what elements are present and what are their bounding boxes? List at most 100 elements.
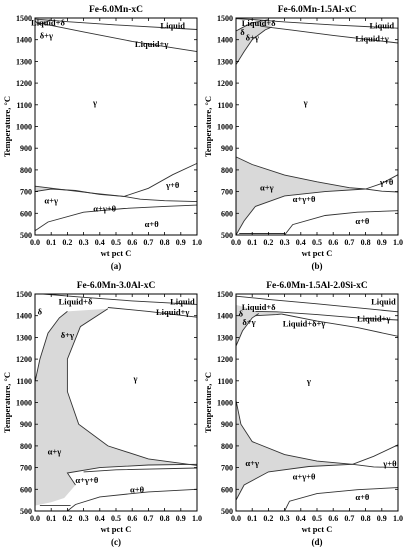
y-tick-label: 1200 xyxy=(217,79,233,88)
phase-boundary-delta-boundary xyxy=(235,26,272,65)
x-tick-label: 0.2 xyxy=(263,514,273,523)
y-tick-label: 1100 xyxy=(217,377,233,386)
phase-region-shade xyxy=(35,308,197,506)
phase-boundary-three-phase-upper xyxy=(255,310,399,321)
phase-boundary-A3 xyxy=(235,156,366,190)
x-tick-label: 0.8 xyxy=(160,238,170,247)
y-axis-label: Temperature, °C xyxy=(2,372,12,433)
x-tick-label: 0.8 xyxy=(361,514,371,523)
y-tick-label: 1400 xyxy=(16,312,32,321)
y-tick-label: 1300 xyxy=(16,333,32,342)
phase-region-label: γ+θ xyxy=(165,180,180,190)
x-tick-label: 0.7 xyxy=(143,514,153,523)
y-tick-label: 500 xyxy=(20,507,32,516)
phase-region-label: Liquid+γ xyxy=(156,307,189,317)
x-tick-label: 0.7 xyxy=(344,238,354,247)
x-tick-label: 0.5 xyxy=(111,514,121,523)
phase-boundary-liquidus xyxy=(34,18,198,30)
phase-region-shade xyxy=(236,156,366,235)
phase-region-label: Liquid xyxy=(160,21,185,31)
y-tick-label: 1000 xyxy=(16,399,32,408)
phase-region-label: Liquid+δ+γ xyxy=(283,318,326,328)
phase-region-label: α+γ+θ xyxy=(93,203,116,213)
x-tick-label: 0.6 xyxy=(328,514,338,523)
x-tick-label: 0.6 xyxy=(127,238,137,247)
phase-boundary-delta-inner xyxy=(235,19,269,32)
phase-region-label: Liquid xyxy=(371,296,396,306)
panel-label: (c) xyxy=(111,537,121,547)
y-tick-label: 900 xyxy=(20,144,32,153)
phase-region-label: α+γ xyxy=(44,195,58,205)
phase-boundary-gamma-liquid+gamma xyxy=(260,25,399,44)
phase-boundary-A1-upper xyxy=(235,463,353,501)
phase-boundary-liquidus xyxy=(235,18,399,29)
y-tick-label: 1500 xyxy=(217,290,233,299)
y-tick-label: 600 xyxy=(20,209,32,218)
phase-boundary-liquidus xyxy=(235,295,399,313)
y-tick-label: 1200 xyxy=(16,355,32,364)
phase-region-shade xyxy=(236,400,353,501)
y-tick-label: 900 xyxy=(221,420,233,429)
x-tick-label: 1.0 xyxy=(192,514,202,523)
phase-boundary-alpha+gamma-lower xyxy=(66,463,198,486)
y-tick-label: 700 xyxy=(20,464,32,473)
phase-region-label: α+γ xyxy=(48,446,62,456)
phase-boundary-alpha+gamma-upper xyxy=(235,400,353,465)
x-tick-label: 0.7 xyxy=(344,514,354,523)
chart-title: Fe-6.0Mn-3.0Al-xC xyxy=(77,281,156,291)
phase-region-label: α+γ xyxy=(260,182,274,192)
y-tick-label: 1300 xyxy=(217,333,233,342)
y-axis-label: Temperature, °C xyxy=(203,372,213,433)
panel-label: (a) xyxy=(111,261,122,271)
x-tick-label: 0.1 xyxy=(46,514,56,523)
chart-title: Fe-6.0Mn-1.5Al-2.0Si-xC xyxy=(266,281,368,291)
phase-boundary-A1-lower xyxy=(352,463,399,469)
phase-region-shade xyxy=(236,19,272,65)
phase-boundary-A1-lower xyxy=(365,188,399,193)
x-tick-label: 0.3 xyxy=(280,514,290,523)
phase-region-label: δ xyxy=(239,309,244,319)
phase-region-label: α+θ xyxy=(355,216,370,226)
phase-region-label: δ+γ xyxy=(246,33,259,43)
x-tick-label: 0.9 xyxy=(377,514,387,523)
phase-region-label: γ+θ xyxy=(382,459,397,469)
phase-region-label: Liquid+γ xyxy=(135,39,168,49)
x-tick-label: 0.4 xyxy=(95,514,105,523)
y-tick-label: 500 xyxy=(221,507,233,516)
phase-region-label: γ xyxy=(132,374,137,384)
phase-region-label: γ+θ xyxy=(379,177,394,187)
x-tick-label: 1.0 xyxy=(192,238,202,247)
x-tick-label: 0.4 xyxy=(296,514,306,523)
phase-boundary-acm xyxy=(365,174,399,190)
y-tick-label: 600 xyxy=(221,209,233,218)
y-tick-label: 1300 xyxy=(217,57,233,66)
y-tick-label: 1200 xyxy=(217,355,233,364)
y-tick-label: 1400 xyxy=(16,36,32,45)
phase-boundary-three-phase-lower xyxy=(255,313,282,317)
x-tick-label: 0.7 xyxy=(143,238,153,247)
x-tick-label: 0.3 xyxy=(79,514,89,523)
phase-boundary-gamma-liquid+gamma xyxy=(281,313,399,337)
y-tick-label: 1400 xyxy=(217,36,233,45)
chart-title: Fe-6.0Mn-1.5Al-xC xyxy=(278,5,357,15)
y-tick-label: 800 xyxy=(20,166,32,175)
phase-boundary-delta+gamma-inner xyxy=(66,308,198,466)
phase-boundary-A1 xyxy=(83,467,198,473)
x-tick-label: 0.2 xyxy=(62,514,72,523)
y-tick-label: 1100 xyxy=(217,101,233,110)
y-axis-label: Temperature, °C xyxy=(203,96,213,157)
phase-region-label: α+γ xyxy=(245,458,259,468)
phase-region-label: Liquid+δ xyxy=(242,302,276,312)
x-tick-label: 0.6 xyxy=(328,238,338,247)
phase-boundary-liquidus xyxy=(43,293,198,305)
x-tick-label: 1.0 xyxy=(393,238,403,247)
x-tick-label: 0.3 xyxy=(79,238,89,247)
phase-boundary-delta-boundary xyxy=(34,311,68,382)
y-tick-label: 900 xyxy=(20,420,32,429)
phase-region-label: Liquid+γ xyxy=(355,34,388,44)
y-tick-label: 1000 xyxy=(217,399,233,408)
y-tick-label: 1500 xyxy=(16,290,32,299)
phase-boundary-alpha-solvus xyxy=(67,488,198,512)
x-tick-label: 1.0 xyxy=(393,514,403,523)
